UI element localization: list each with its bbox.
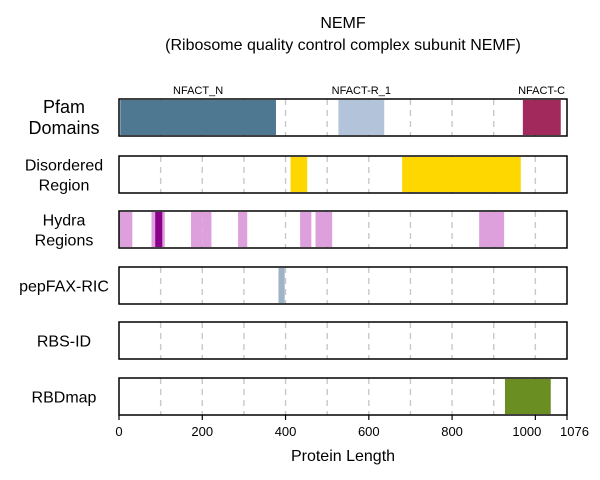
track-label: Region: [39, 178, 90, 195]
track-frame: [118, 321, 568, 360]
track-frame: [118, 377, 568, 416]
track-segment: [315, 212, 333, 247]
track-background: [119, 267, 567, 304]
track-label: Regions: [35, 233, 94, 250]
x-tick-label: 800: [441, 424, 463, 439]
track-segment: [479, 212, 505, 247]
track-segment: [191, 212, 203, 247]
track-frame: [118, 210, 568, 249]
track-3: pepFAX-RIC: [19, 266, 568, 305]
x-tick-label: 1000: [512, 424, 541, 439]
domain-label: NFACT-R_1: [332, 85, 391, 97]
track-segment: [522, 100, 561, 135]
track-4: RBS-ID: [37, 321, 568, 360]
track-5: RBDmap: [32, 377, 568, 416]
track-segment: [504, 379, 551, 414]
x-axis: 0 200 400 600 800 1000 1076: [115, 415, 589, 439]
track-segment: [338, 100, 385, 135]
track-segment: [278, 268, 285, 303]
track-frame: [118, 98, 568, 137]
x-tick-label: 600: [358, 424, 380, 439]
track-label: pepFAX-RIC: [19, 279, 109, 296]
track-1: Disordered Region: [25, 155, 568, 195]
domain-label: NFACT_N: [173, 85, 223, 97]
x-tick-label: 200: [191, 424, 213, 439]
track-segment: [300, 212, 312, 247]
track-label: Hydra: [43, 213, 86, 230]
track-frame: [118, 266, 568, 305]
chart-title-line-1: NEMF: [320, 15, 366, 32]
track-segment: [155, 212, 163, 247]
x-tick-label: 0: [115, 424, 122, 439]
x-tick-label: 1076: [560, 424, 589, 439]
track-segment: [402, 157, 521, 192]
track-background: [119, 378, 567, 415]
domain-label: NFACT-C: [518, 85, 565, 97]
track-segment: [202, 212, 212, 247]
track-segment: [120, 100, 276, 135]
track-label: Pfam: [43, 97, 85, 117]
track-2: Hydra Regions: [35, 210, 568, 250]
track-label: RBS-ID: [37, 334, 91, 351]
track-label: Domains: [28, 118, 99, 138]
track-label: RBDmap: [32, 390, 97, 407]
track-background: [119, 322, 567, 359]
x-axis-label: Protein Length: [291, 448, 395, 465]
track-segment: [238, 212, 248, 247]
track-segment: [119, 212, 133, 247]
x-tick-label: 400: [275, 424, 297, 439]
track-label: Disordered: [25, 158, 103, 175]
chart-title-line-2: (Ribosome quality control complex subuni…: [165, 37, 521, 54]
track-segment: [290, 157, 308, 192]
track-frame: [118, 155, 568, 194]
